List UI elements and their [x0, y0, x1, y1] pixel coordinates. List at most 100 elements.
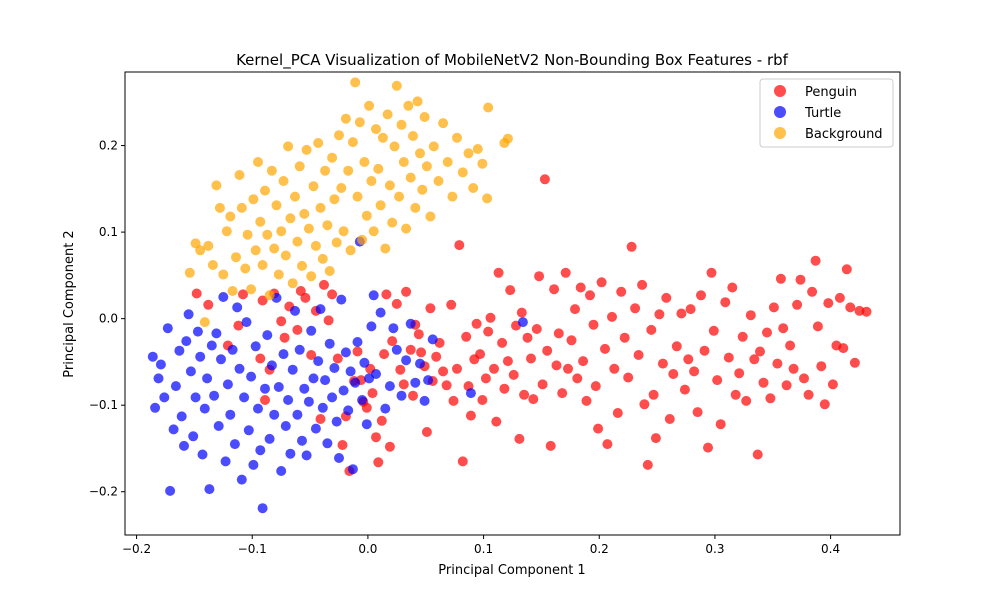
point-penguin: [570, 304, 580, 315]
point-turtle: [192, 326, 203, 337]
point-penguin: [508, 369, 519, 380]
point-background: [292, 236, 303, 247]
point-turtle: [248, 459, 259, 470]
point-background: [361, 210, 372, 221]
point-penguin: [692, 407, 703, 418]
point-background: [218, 269, 229, 280]
point-background: [299, 208, 310, 219]
point-background: [410, 202, 421, 213]
point-background: [421, 161, 432, 172]
point-background: [366, 176, 377, 186]
point-penguin: [696, 290, 706, 301]
point-turtle: [246, 371, 257, 382]
point-penguin: [376, 415, 387, 426]
y-tick-label: −0.2: [89, 485, 118, 499]
point-turtle: [380, 403, 391, 414]
point-background: [322, 220, 333, 231]
point-background: [242, 229, 253, 240]
point-background: [391, 80, 402, 91]
point-background: [375, 200, 386, 211]
point-penguin: [654, 309, 665, 320]
point-turtle: [419, 395, 430, 406]
point-penguin: [758, 377, 769, 388]
point-background: [227, 286, 238, 296]
point-background: [278, 176, 289, 186]
point-penguin: [845, 302, 856, 313]
point-background: [266, 165, 277, 176]
point-penguin: [762, 327, 772, 338]
point-background: [408, 131, 418, 141]
point-penguin: [413, 329, 424, 340]
point-turtle: [375, 307, 386, 318]
point-background: [236, 202, 247, 213]
axes-layer: −0.2 −0.1 0.0 0.1 0.2 0.3 0.4 −0.2 −0.1 0.0 0.1 0.2: [89, 139, 840, 556]
point-turtle: [250, 341, 261, 352]
point-background: [472, 144, 483, 154]
point-turtle: [181, 336, 192, 347]
point-penguin: [452, 363, 462, 374]
y-tick-label: −0.1: [89, 398, 118, 412]
point-background: [364, 100, 375, 111]
point-background: [338, 226, 349, 237]
point-penguin: [741, 395, 752, 406]
point-turtle: [155, 359, 166, 370]
point-background: [225, 211, 236, 222]
legend-label-background: Background: [805, 127, 883, 142]
point-background: [329, 194, 340, 205]
point-turtle: [147, 351, 158, 362]
point-turtle: [232, 302, 243, 313]
point-background: [382, 109, 393, 120]
point-background: [184, 267, 195, 278]
point-turtle: [315, 304, 326, 315]
point-penguin: [734, 368, 745, 379]
legend: Penguin Turtle Background: [759, 78, 894, 148]
point-penguin: [723, 352, 734, 363]
point-turtle: [150, 402, 161, 413]
point-turtle: [388, 323, 399, 334]
point-turtle: [303, 396, 314, 407]
point-turtle: [336, 294, 347, 305]
point-penguin: [650, 433, 661, 444]
point-turtle: [350, 377, 361, 388]
x-tick-label: 0.4: [821, 542, 840, 556]
point-penguin: [607, 311, 617, 322]
point-penguin: [539, 174, 550, 185]
point-penguin: [679, 384, 690, 395]
point-background: [477, 158, 488, 169]
point-penguin: [664, 414, 675, 424]
point-penguin: [689, 366, 700, 377]
point-penguin: [367, 388, 378, 399]
point-penguin: [646, 324, 657, 335]
point-penguin: [337, 440, 348, 450]
point-turtle: [162, 323, 173, 334]
point-background: [389, 141, 400, 152]
point-penguin: [775, 273, 786, 284]
point-background: [203, 240, 214, 251]
plot-frame: [124, 71, 901, 536]
legend-marker-penguin: [774, 85, 786, 97]
point-turtle: [199, 403, 210, 414]
point-background: [336, 183, 347, 193]
point-penguin: [531, 324, 542, 334]
point-turtle: [465, 388, 476, 399]
point-penguin: [477, 395, 488, 405]
point-turtle: [329, 363, 340, 373]
point-background: [433, 176, 444, 186]
point-turtle: [202, 373, 213, 384]
point-turtle: [266, 360, 277, 371]
point-penguin: [306, 350, 317, 360]
point-penguin: [292, 324, 303, 335]
y-tick-label: 0.2: [99, 139, 118, 153]
point-penguin: [519, 389, 530, 400]
point-penguin: [441, 380, 452, 391]
point-penguin: [712, 375, 723, 386]
points-layer: [147, 77, 872, 514]
point-penguin: [489, 363, 499, 374]
point-turtle: [236, 474, 247, 485]
point-background: [199, 317, 210, 328]
point-turtle: [327, 392, 338, 403]
x-axis-label: Principal Component 1: [438, 563, 585, 578]
point-background: [447, 191, 458, 202]
point-penguin: [446, 299, 457, 310]
